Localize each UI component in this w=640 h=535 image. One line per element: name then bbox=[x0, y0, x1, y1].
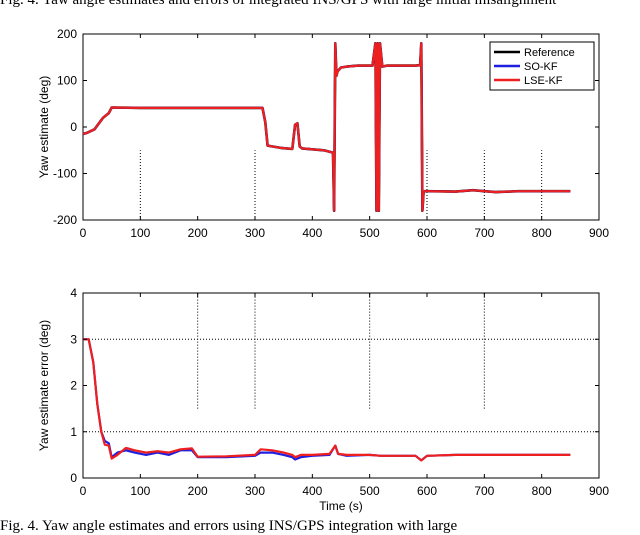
grid-lines bbox=[83, 293, 599, 433]
x-tick-label: 800 bbox=[532, 484, 552, 498]
x-tick-label: 900 bbox=[589, 484, 609, 498]
x-axis-ticks: 0 100 200 300 400 500 600 700 800 900 bbox=[80, 34, 609, 240]
legend-label: Reference bbox=[524, 47, 575, 59]
series-lines bbox=[83, 338, 571, 462]
x-tick-label: 200 bbox=[188, 226, 208, 240]
x-tick-label: 400 bbox=[302, 226, 322, 240]
x-tick-label: 300 bbox=[245, 484, 265, 498]
plot-frame bbox=[82, 292, 600, 479]
series-lines bbox=[82, 41, 571, 212]
y-tick-label: 0 bbox=[70, 471, 77, 485]
legend-label: LSE-KF bbox=[524, 75, 563, 87]
y-tick-label: 0 bbox=[70, 120, 77, 134]
x-tick-label: 300 bbox=[245, 226, 265, 240]
x-tick-label: 600 bbox=[417, 226, 437, 240]
x-tick-label: 800 bbox=[532, 226, 552, 240]
x-tick-label: 500 bbox=[360, 226, 380, 240]
y-tick-label: 1 bbox=[70, 425, 77, 439]
y-axis-ticks: -200 -100 0 100 200 bbox=[53, 27, 599, 227]
figure-caption-footer: Fig. 4. Yaw angle estimates and errors u… bbox=[0, 518, 458, 534]
legend-label: SO-KF bbox=[524, 61, 558, 73]
legend: Reference SO-KF LSE-KF bbox=[489, 41, 595, 91]
y-tick-label: -100 bbox=[53, 167, 77, 181]
y-tick-label: 4 bbox=[70, 286, 77, 300]
x-tick-label: 900 bbox=[589, 226, 609, 240]
series-lse-kf-line bbox=[83, 338, 571, 462]
y-tick-label: 2 bbox=[70, 379, 77, 393]
series-lse-kf-line bbox=[82, 42, 571, 212]
x-tick-label: 600 bbox=[417, 484, 437, 498]
y-axis-ticks: 0 1 2 3 4 bbox=[70, 286, 599, 485]
y-tick-label: 3 bbox=[70, 332, 77, 346]
x-tick-label: 500 bbox=[360, 484, 380, 498]
x-tick-label: 100 bbox=[130, 484, 150, 498]
y-axis-label: Yaw estimate error (deg) bbox=[37, 320, 51, 451]
x-tick-label: 0 bbox=[80, 484, 87, 498]
yaw-estimate-chart: 0 100 200 300 400 500 600 700 800 900 -200 -100 0 10… bbox=[37, 27, 609, 240]
y-tick-label: 100 bbox=[57, 74, 77, 88]
y-tick-label: 200 bbox=[57, 27, 77, 41]
x-tick-label: 200 bbox=[188, 484, 208, 498]
x-tick-label: 0 bbox=[80, 226, 87, 240]
y-axis-label: Yaw estimate (deg) bbox=[37, 76, 51, 179]
x-tick-label: 400 bbox=[302, 484, 322, 498]
yaw-error-chart: 0 100 200 300 400 500 600 700 800 900 0 1 2 3 4 Yaw e… bbox=[37, 286, 609, 513]
figure-caption: Fig. 4. Yaw angle estimates and errors o… bbox=[0, 0, 557, 8]
x-axis-label: Time (s) bbox=[319, 499, 363, 513]
y-tick-label: -200 bbox=[53, 213, 77, 227]
x-tick-label: 700 bbox=[474, 226, 494, 240]
x-axis-ticks: 0 100 200 300 400 500 600 700 800 900 bbox=[80, 293, 609, 498]
x-tick-label: 100 bbox=[130, 226, 150, 240]
x-tick-label: 700 bbox=[474, 484, 494, 498]
